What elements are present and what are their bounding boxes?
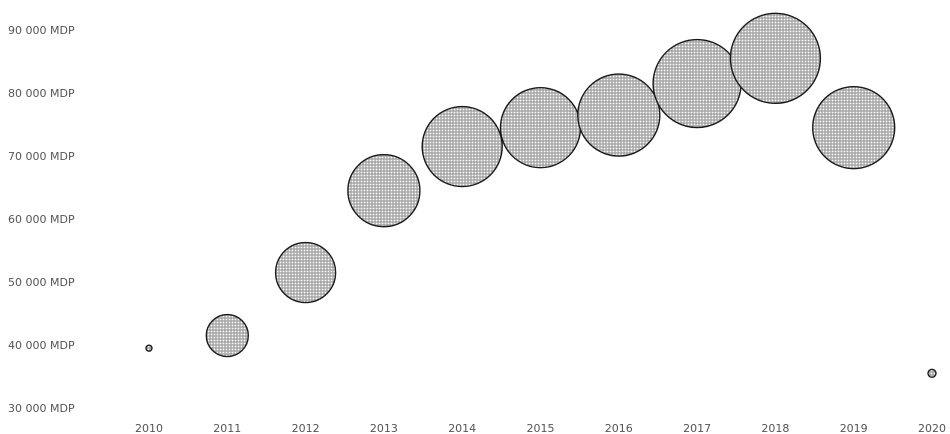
y-tick-label: 90 000 MDP bbox=[8, 24, 75, 37]
y-tick-label: 30 000 MDP bbox=[8, 402, 75, 415]
bubble-point bbox=[652, 38, 742, 129]
x-tick-label: 2017 bbox=[683, 422, 711, 434]
y-axis: 30 000 MDP 40 000 MDP 50 000 MDP 60 000 MDP… bbox=[8, 24, 75, 415]
x-tick-label: 2016 bbox=[605, 422, 633, 434]
x-tick-label: 2019 bbox=[840, 422, 868, 434]
x-tick-label: 2018 bbox=[761, 422, 789, 434]
x-tick-label: 2010 bbox=[135, 422, 163, 434]
y-tick-label: 60 000 MDP bbox=[8, 213, 75, 226]
bubble-point bbox=[205, 313, 250, 358]
x-tick-label: 2014 bbox=[448, 422, 476, 434]
x-tick-label: 2015 bbox=[527, 422, 555, 434]
bubble-point bbox=[577, 73, 661, 157]
x-tick-label: 2012 bbox=[292, 422, 320, 434]
bubble-point bbox=[421, 105, 503, 188]
bubble-point bbox=[145, 344, 153, 352]
bubble-point bbox=[499, 86, 582, 169]
x-tick-label: 2020 bbox=[918, 422, 946, 434]
y-tick-label: 50 000 MDP bbox=[8, 276, 75, 289]
x-tick-label: 2011 bbox=[213, 422, 241, 434]
y-tick-label: 70 000 MDP bbox=[8, 150, 75, 163]
plot-area bbox=[145, 12, 937, 379]
bubble-point bbox=[927, 368, 937, 379]
bubble-point bbox=[274, 241, 337, 304]
bubble-point bbox=[347, 153, 421, 228]
x-axis: 2010 2011 2012 2013 2014 2015 2016 2017 2018 2019… bbox=[135, 422, 946, 434]
bubble-point bbox=[812, 85, 896, 170]
y-tick-label: 80 000 MDP bbox=[8, 87, 75, 100]
y-tick-label: 40 000 MDP bbox=[8, 339, 75, 352]
x-tick-label: 2013 bbox=[370, 422, 398, 434]
bubble-point bbox=[729, 12, 822, 105]
